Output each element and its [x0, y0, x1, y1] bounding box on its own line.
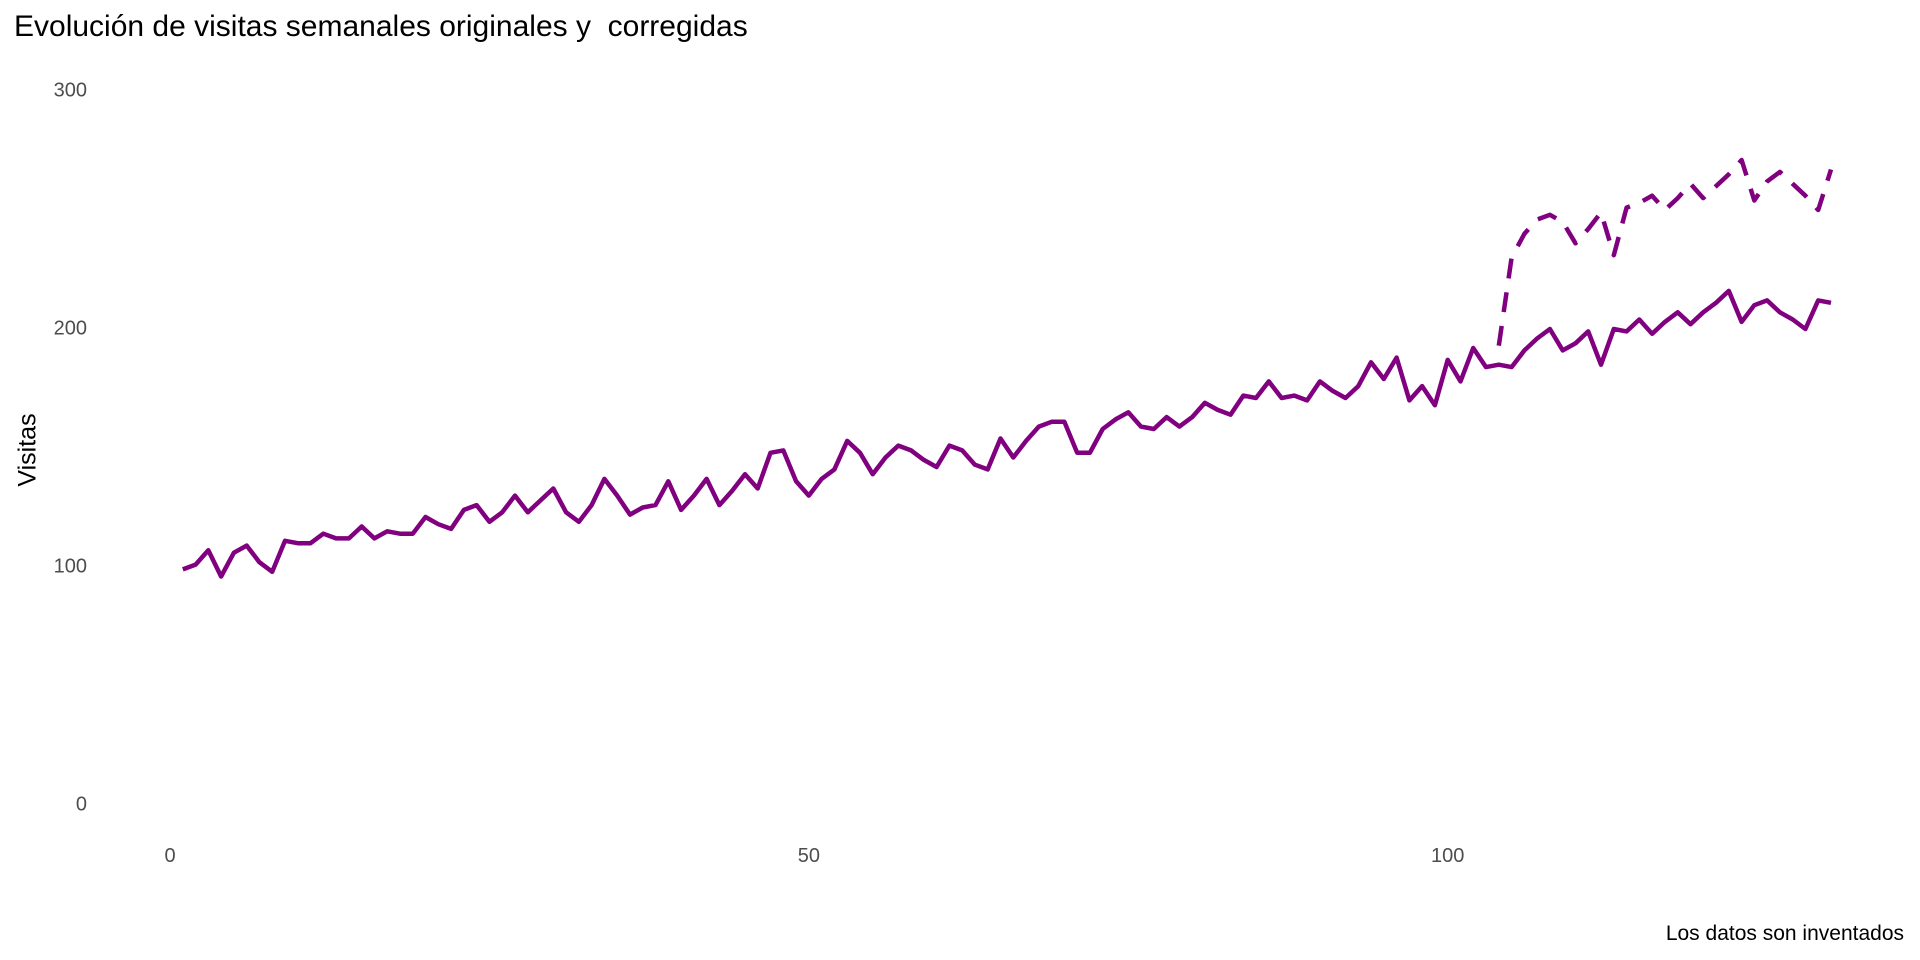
- y-tick-label: 200: [54, 317, 87, 339]
- y-axis-ticks: 0 100 200 300: [54, 79, 87, 815]
- x-tick-label: 100: [1431, 845, 1464, 867]
- chart-caption: Los datos son inventados: [1665, 922, 1904, 945]
- x-tick-label: 0: [164, 845, 175, 867]
- x-axis-ticks: 0 50 100: [164, 845, 1464, 867]
- x-tick-label: 50: [798, 845, 820, 867]
- chart-title: Evolución de visitas semanales originale…: [14, 10, 748, 43]
- series-line-solid: [182, 288, 1832, 579]
- y-tick-label: 0: [76, 793, 87, 815]
- y-tick-label: 300: [54, 79, 87, 101]
- series-line-dashed: [1496, 157, 1834, 347]
- series-layer: [182, 157, 1834, 579]
- y-tick-label: 100: [54, 555, 87, 577]
